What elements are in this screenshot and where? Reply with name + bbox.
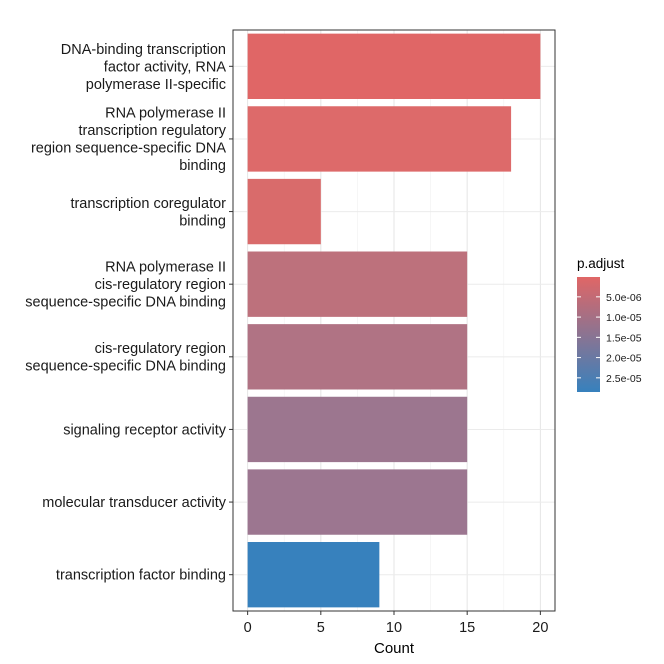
- category-label-line: RNA polymerase II: [105, 106, 226, 122]
- x-tick-label: 10: [386, 620, 402, 636]
- x-tick-label: 0: [244, 620, 252, 636]
- category-label-line: cis-regulatory region: [95, 341, 226, 357]
- category-label-line: cis-regulatory region: [95, 277, 226, 293]
- category-label: RNA polymerase II transcription regulator…: [31, 106, 227, 175]
- legend-tick-label: 2.5e-05: [606, 373, 642, 385]
- category-label-line: molecular transducer activity: [42, 495, 226, 511]
- bars: [247, 33, 541, 608]
- bar-1: [247, 33, 541, 99]
- category-label: DNA-binding transcription factor activity…: [61, 42, 227, 93]
- category-label: molecular transducer activity: [42, 495, 226, 511]
- legend-tick-label: 1.5e-05: [606, 332, 642, 344]
- category-label-line: transcription coregulator: [70, 196, 226, 212]
- legend-title: p.adjust: [577, 256, 625, 271]
- category-label: signaling receptor activity: [63, 422, 227, 438]
- legend-ticks: 5.0e-06 1.0e-05 1.5e-05 2.0e-05 2.5e-05: [577, 292, 642, 385]
- category-label-line: binding: [179, 213, 226, 229]
- category-label: transcription factor binding: [56, 568, 226, 584]
- category-label-line: RNA polymerase II: [105, 260, 226, 276]
- bar-2: [247, 106, 512, 172]
- category-label-line: DNA-binding transcription: [61, 42, 226, 58]
- category-label: cis-regulatory region sequence-specific D…: [25, 341, 226, 375]
- x-tick-label: 5: [317, 620, 325, 636]
- category-label-line: binding: [179, 158, 226, 174]
- category-label-line: signaling receptor activity: [63, 422, 227, 438]
- category-label-line: transcription factor binding: [56, 568, 226, 584]
- category-label: transcription coregulator binding: [70, 196, 226, 230]
- bar-6: [247, 396, 468, 463]
- category-label-line: transcription regulatory: [79, 123, 227, 139]
- legend-tick-label: 2.0e-05: [606, 353, 642, 365]
- x-axis-title: Count: [374, 640, 415, 657]
- bar-8: [247, 542, 380, 608]
- bar-5: [247, 324, 468, 390]
- category-label: RNA polymerase II cis-regulatory region se…: [25, 260, 226, 311]
- x-tick-label: 20: [532, 620, 548, 636]
- bar-3: [247, 178, 321, 245]
- category-label-line: polymerase II-specific: [86, 77, 226, 93]
- category-label-line: sequence-specific DNA binding: [25, 295, 226, 311]
- y-axis: DNA-binding transcription factor activity…: [25, 42, 233, 584]
- x-axis: 0 5 10 15 20: [244, 611, 548, 636]
- bar-4: [247, 251, 468, 317]
- legend-tick-label: 1.0e-05: [606, 312, 642, 324]
- x-tick-label: 15: [459, 620, 475, 636]
- category-label-line: factor activity, RNA: [104, 59, 227, 75]
- legend: p.adjust 5.0e-06 1.0e-05 1.5e-05 2.0e-05 2.5…: [577, 256, 642, 392]
- bar-7: [247, 469, 468, 535]
- legend-tick-label: 5.0e-06: [606, 292, 642, 304]
- category-label-line: sequence-specific DNA binding: [25, 359, 226, 375]
- category-label-line: region sequence-specific DNA: [31, 141, 226, 157]
- legend-colorbar: [577, 277, 600, 392]
